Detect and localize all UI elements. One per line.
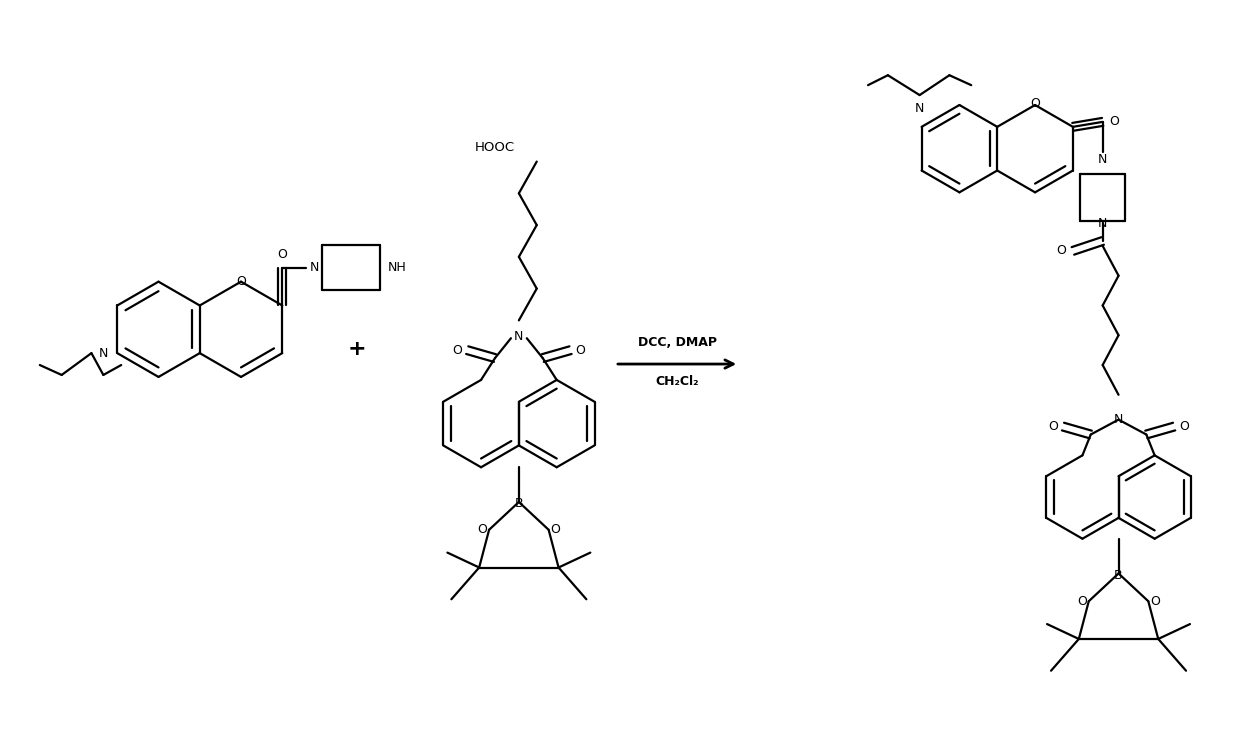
Text: O: O (236, 275, 246, 288)
Text: N: N (515, 330, 523, 343)
Text: HOOC: HOOC (475, 141, 515, 154)
Text: N: N (1097, 153, 1107, 166)
Text: O: O (1056, 245, 1066, 257)
Text: N: N (1097, 217, 1107, 230)
Text: N: N (1114, 413, 1123, 426)
Text: O: O (453, 344, 463, 357)
Text: B: B (515, 497, 523, 511)
Text: O: O (1151, 595, 1161, 607)
Text: O: O (575, 344, 585, 357)
Text: O: O (1110, 115, 1120, 129)
Text: CH₂Cl₂: CH₂Cl₂ (655, 375, 699, 389)
Text: N: N (309, 262, 319, 274)
Text: +: + (347, 339, 366, 359)
Text: O: O (278, 248, 288, 262)
Text: O: O (1048, 420, 1058, 433)
Text: N: N (915, 103, 924, 115)
Text: NH: NH (387, 262, 407, 274)
Text: O: O (1030, 97, 1040, 109)
Text: N: N (99, 347, 108, 360)
Text: O: O (551, 523, 560, 537)
Text: DCC, DMAP: DCC, DMAP (637, 336, 717, 349)
Text: O: O (477, 523, 487, 537)
Text: B: B (1115, 569, 1123, 582)
Text: O: O (1179, 420, 1189, 433)
Text: O: O (1076, 595, 1086, 607)
